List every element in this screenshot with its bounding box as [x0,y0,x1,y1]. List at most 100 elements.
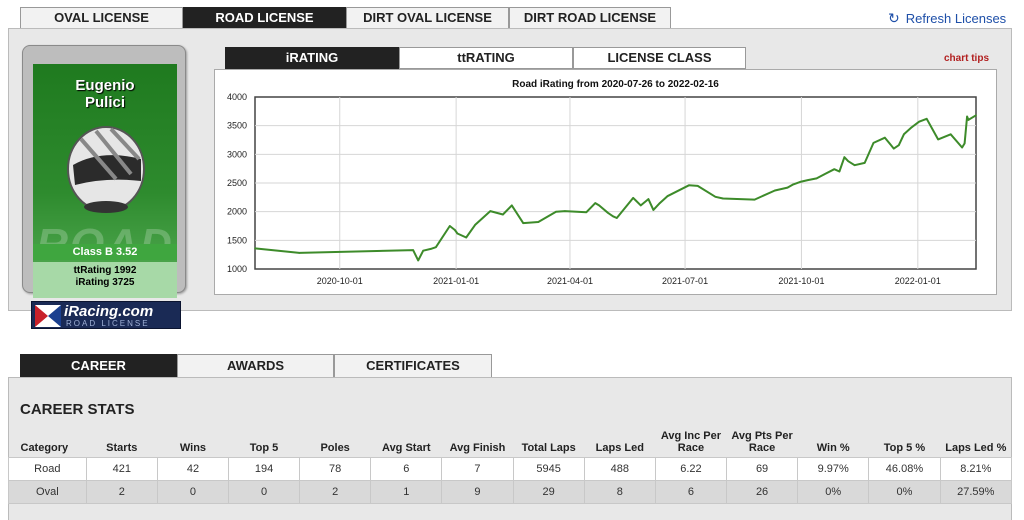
driver-first-name: Eugenio [75,77,135,94]
tab-career[interactable]: CAREER [20,354,177,378]
x-tick-label: 2021-10-01 [778,276,824,286]
col-starts: Starts [106,441,138,454]
x-tick-label: 2021-01-01 [433,276,479,286]
data-point [658,202,661,204]
data-point [607,212,609,214]
data-point [465,236,468,239]
data-point [594,202,597,204]
data-point [949,133,952,136]
data-point [454,229,456,231]
data-point [632,197,635,199]
data-point [489,210,492,212]
y-tick-label: 1000 [227,264,247,274]
col-category: Category [20,441,69,454]
table-cell: 0% [797,479,870,504]
tab-awards[interactable]: AWARDS [177,354,334,378]
data-point [753,198,756,201]
tab-irating[interactable]: iRATING [225,47,399,69]
table-cell: Road [8,456,87,481]
data-point [838,170,841,173]
data-point [456,232,459,235]
x-tick-label: 2022-01-01 [895,276,941,286]
data-point [422,249,425,252]
table-cell: 194 [228,456,301,481]
tab-certificates[interactable]: CERTIFICATES [334,354,492,378]
data-point [537,221,540,223]
table-cell: 6 [370,456,443,481]
refresh-icon: ↻ [888,10,900,26]
col-laps-led: Laps Led [595,441,644,454]
data-point [722,197,724,200]
iracing-flag-icon [35,305,61,327]
col-avg-start: Avg Start [382,441,431,454]
helmet-icon [67,126,145,213]
tab-dirt-road-license[interactable]: DIRT ROAD LICENSE [509,7,671,29]
table-cell: 27.59% [939,479,1013,504]
table-cell: 9 [441,479,514,504]
data-point [918,120,920,123]
y-tick-label: 4000 [227,92,247,102]
table-cell: 26 [725,479,799,504]
table-cell: 7 [441,456,514,481]
table-cell: 6.22 [654,456,728,481]
career-stats-table: Category Starts Wins Top 5 Poles Avg Sta… [8,428,1013,504]
y-tick-label: 2000 [227,207,247,217]
license-class: Class B 3.52 [33,244,177,260]
driver-last-name: Pulici [84,94,125,111]
series-line [254,114,977,262]
data-point [774,189,776,192]
card-ratings: ttRating 1992 iRating 3725 [33,262,177,298]
data-point [417,259,419,262]
table-cell: 8.21% [939,456,1013,481]
refresh-licenses-link[interactable]: ↻ Refresh Licenses [888,10,1006,27]
data-point [925,117,928,120]
table-cell: 1 [370,479,443,504]
col-avg-finish: Avg Finish [449,441,506,454]
data-point [652,209,655,211]
data-point [853,164,856,167]
x-tick-label: 2020-10-01 [317,276,363,286]
table-cell: 78 [299,456,372,481]
data-point [474,224,476,226]
data-point [806,179,809,181]
card-ttrating: ttRating 1992 [73,265,137,276]
data-point [615,217,618,219]
driver-name: Eugenio Pulici [33,77,177,111]
data-point [564,210,566,212]
x-tick-label: 2021-07-01 [662,276,708,286]
card-irating: iRating 3725 [75,277,135,288]
tab-dirt-oval-license[interactable]: DIRT OVAL LICENSE [346,7,509,29]
table-cell: 0 [228,479,301,504]
tab-ttrating[interactable]: ttRATING [399,47,573,69]
table-cell: 0% [868,479,941,504]
tab-license-class[interactable]: LICENSE CLASS [573,47,746,69]
license-card: Eugenio Pulici ROAD Class B 3.52 ttRatin… [22,45,186,329]
data-point [799,181,801,183]
chart-title: Road iRating from 2020-07-26 to 2022-02-… [512,79,719,90]
col-top5: Top 5 [249,441,279,454]
table-cell: 69 [725,456,799,481]
data-point [791,183,794,186]
chart-tips-link[interactable]: chart tips [944,53,990,64]
table-cell: 8 [583,479,656,504]
refresh-label: Refresh Licenses [905,11,1007,26]
tab-road-license[interactable]: ROAD LICENSE [183,7,346,29]
x-tick-label: 2021-04-01 [547,276,593,286]
data-point [843,156,846,158]
data-point [612,215,614,218]
y-tick-label: 1500 [227,235,247,245]
data-point [522,222,524,224]
table-cell: Oval [8,479,87,504]
table-cell: 2 [85,479,158,504]
data-point [967,119,970,121]
table-cell: 29 [512,479,585,504]
col-poles: Poles [320,441,350,454]
table-cell: 2 [299,479,372,504]
tab-oval-license[interactable]: OVAL LICENSE [20,7,183,29]
table-cell: 5945 [512,456,585,481]
irating-chart-svg: Road iRating from 2020-07-26 to 2022-02-… [227,79,977,286]
data-point [910,126,913,129]
data-point [714,195,717,198]
data-point [298,252,301,254]
y-tick-label: 2500 [227,178,247,188]
